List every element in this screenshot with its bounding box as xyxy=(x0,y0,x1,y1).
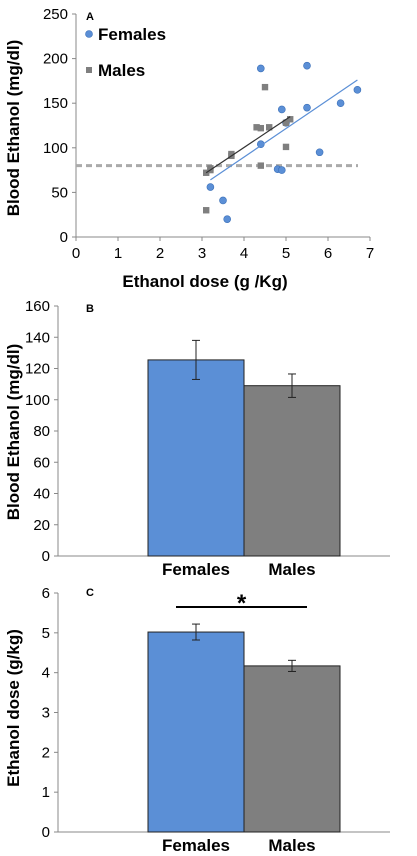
panel-c-category-label: Females xyxy=(162,836,230,855)
panel-a-point-males xyxy=(266,124,273,131)
panel-a-x-tick-label: 7 xyxy=(366,245,374,262)
panel-a-trendline-males xyxy=(205,116,291,174)
legend-females-label: Females xyxy=(98,25,166,44)
panel-a-point-males xyxy=(282,143,290,151)
panel-a-point-males xyxy=(261,83,269,91)
panel-b-y-tick-label: 160 xyxy=(25,298,50,315)
panel-b-y-tick-label: 60 xyxy=(33,454,50,471)
panel-b-y-axis-label: Blood Ethanol (mg/dl) xyxy=(4,344,23,521)
panel-a: 0 50 100 150 200 250 0 1 2 3 4 5 6 7 A Ethanol dose (… xyxy=(4,6,374,291)
panel-b-y-tick-label: 120 xyxy=(25,361,50,378)
panel-a-y-tick-label: 50 xyxy=(51,184,68,201)
panel-c-y-tick-label: 0 xyxy=(42,824,50,841)
panel-a-point-males xyxy=(257,162,264,169)
legend-males-marker xyxy=(86,67,92,73)
panel-a-point-females xyxy=(303,61,311,70)
panel-b-y-tick-label: 20 xyxy=(33,517,50,534)
panel-a-point-females xyxy=(256,64,265,73)
panel-a-x-tick-label: 2 xyxy=(156,245,164,262)
panel-a-y-tick-label: 0 xyxy=(60,229,68,246)
panel-a-grid-ticks: 0 50 100 150 200 250 0 1 2 3 4 5 6 7 xyxy=(43,6,374,262)
panel-a-point-females xyxy=(223,215,231,223)
panel-a-point-females xyxy=(206,183,215,191)
panel-a-point-females xyxy=(219,196,227,205)
panel-b-y-tick-label: 40 xyxy=(33,486,50,503)
panel-a-x-tick-label: 6 xyxy=(324,245,332,262)
panel-a-legend: Females Males xyxy=(85,25,166,80)
panel-a-point-males xyxy=(287,116,294,123)
panel-a-x-tick-label: 5 xyxy=(282,245,290,262)
panel-a-x-tick-label: 1 xyxy=(114,245,122,262)
panel-a-point-females xyxy=(315,148,324,157)
panel-c-significance-star: * xyxy=(237,590,247,617)
panel-a-label: A xyxy=(86,11,94,23)
panel-a-point-males xyxy=(282,119,290,127)
panel-c-category-label: Males xyxy=(268,836,315,855)
panel-b-ticks: 0 20 40 60 80 100 120 140 160 xyxy=(25,298,390,565)
panel-c-bar-females xyxy=(147,631,245,833)
panel-c-label: C xyxy=(86,587,94,599)
panel-a-x-tick-label: 3 xyxy=(198,245,206,262)
panel-a-point-females xyxy=(277,105,286,114)
panel-a-point-females xyxy=(336,99,345,107)
panel-a-y-tick-label: 200 xyxy=(43,51,68,68)
panel-b-y-tick-label: 80 xyxy=(33,423,50,440)
panel-b-bar-females xyxy=(147,359,245,557)
panel-b-y-tick-label: 140 xyxy=(25,329,50,346)
panel-a-marks xyxy=(76,61,362,223)
panel-c-bar-males xyxy=(243,665,341,833)
panel-a-point-females xyxy=(277,166,286,174)
panel-c-y-tick-label: 2 xyxy=(42,744,50,761)
panel-a-point-males xyxy=(253,124,260,131)
panel-b-marks: Females Males xyxy=(147,339,341,579)
panel-b-category-label: Males xyxy=(268,560,315,579)
panel-b-y-tick-label: 0 xyxy=(42,548,50,565)
panel-a-point-males xyxy=(257,124,264,132)
panel-a-point-females xyxy=(303,103,311,112)
panel-c-y-tick-label: 6 xyxy=(42,585,50,602)
panel-a-y-axis-label: Blood Ethanol (mg/dl) xyxy=(4,40,23,217)
panel-a-y-tick-label: 100 xyxy=(43,140,68,157)
legend-females-marker xyxy=(85,30,93,38)
panel-a-y-tick-label: 150 xyxy=(43,95,68,112)
panel-a-x-tick-label: 0 xyxy=(72,245,80,262)
panel-a-y-tick-label: 250 xyxy=(43,6,68,23)
panel-c-y-axis-label: Ethanol dose (g/kg) xyxy=(4,629,23,787)
panel-b: 0 20 40 60 80 100 120 140 160 B Blood Ethanol (m… xyxy=(4,298,390,579)
legend-males-label: Males xyxy=(98,61,145,80)
panel-c-y-tick-label: 3 xyxy=(42,705,50,722)
panel-c: 0 1 2 3 4 5 6 C Ethanol dose (g/kg) Females Mal… xyxy=(4,585,390,855)
panel-b-y-tick-label: 100 xyxy=(25,392,50,409)
panel-a-point-males xyxy=(203,207,210,214)
panel-b-label: B xyxy=(86,303,94,315)
panel-a-x-axis-label: Ethanol dose (g /Kg) xyxy=(122,272,287,291)
panel-c-y-tick-label: 1 xyxy=(42,784,50,801)
panel-a-point-females xyxy=(353,86,362,94)
panel-c-marks: Females Males * xyxy=(147,590,341,855)
panel-c-y-tick-label: 4 xyxy=(42,665,50,682)
panel-a-x-tick-label: 4 xyxy=(240,245,248,262)
panel-a-trendline-females xyxy=(210,79,358,181)
panel-c-y-tick-label: 5 xyxy=(42,625,50,642)
panel-b-bar-males xyxy=(243,385,341,557)
panel-b-category-label: Females xyxy=(162,560,230,579)
panel-a-point-females xyxy=(256,140,265,149)
